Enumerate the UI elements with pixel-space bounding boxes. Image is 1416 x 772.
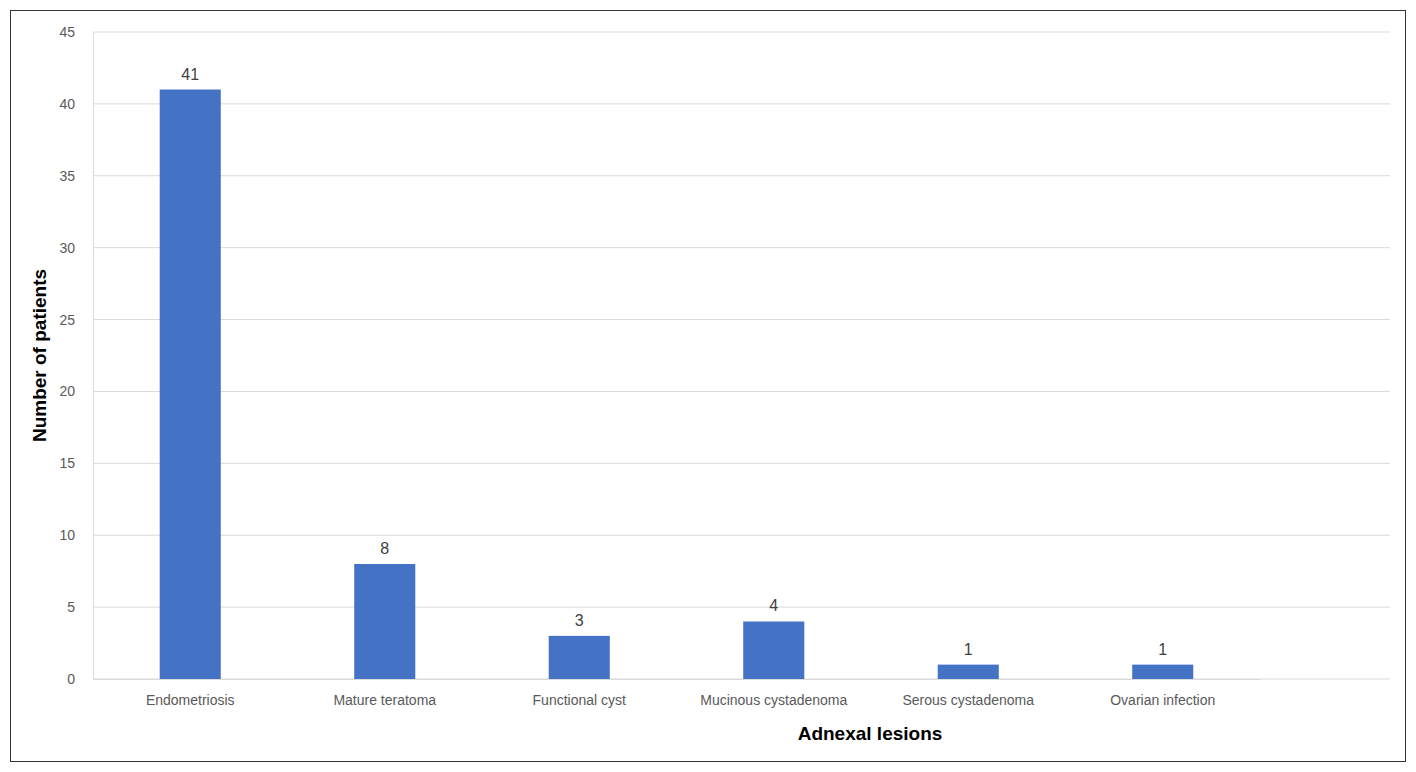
y-tick-label: 10: [59, 527, 75, 543]
data-label: 1: [1158, 641, 1167, 658]
y-tick-label: 0: [67, 671, 75, 687]
data-label: 41: [181, 66, 199, 83]
y-tick: 45: [59, 24, 93, 40]
y-tick-label: 25: [59, 312, 75, 328]
bar: [743, 621, 804, 679]
x-tick-label: Mucinous cystadenoma: [700, 692, 847, 708]
y-axis: 0 5 10 15 20 25 30 35 40 45: [59, 24, 93, 687]
data-labels: 4183411: [181, 66, 1167, 658]
grid-line: [93, 32, 1390, 33]
y-tick-label: 35: [59, 168, 75, 184]
y-tick-label: 20: [59, 383, 75, 399]
data-label: 8: [380, 540, 389, 557]
x-tick: Ovarian infection: [1110, 679, 1215, 708]
y-tick-label: 30: [59, 240, 75, 256]
x-tick: Mucinous cystadenoma: [700, 679, 847, 708]
x-tick-label: Serous cystadenoma: [902, 692, 1034, 708]
y-tick: 0: [67, 671, 93, 687]
y-tick-label: 15: [59, 455, 75, 471]
x-tick: Serous cystadenoma: [902, 679, 1034, 708]
grid-line: [93, 463, 1390, 464]
grid-line: [93, 247, 1390, 248]
bar: [549, 636, 610, 679]
data-label: 1: [964, 641, 973, 658]
grid-line: [93, 679, 1390, 680]
y-tick: 25: [59, 312, 93, 328]
bar: [938, 665, 999, 679]
x-axis: Endometriosis Mature teratoma Functional c…: [94, 679, 1261, 708]
bar: [160, 90, 221, 679]
y-tick: 35: [59, 168, 93, 184]
y-tick-label: 45: [59, 24, 75, 40]
grid-line: [93, 391, 1390, 392]
y-tick-label: 5: [67, 599, 75, 615]
y-tick-label: 40: [59, 96, 75, 112]
chart: 0 5 10 15 20 25 30 35 40 45 Endometriosis Mature te…: [0, 0, 1416, 772]
data-label: 3: [575, 612, 584, 629]
y-tick: 15: [59, 455, 93, 471]
y-tick: 30: [59, 240, 93, 256]
bars: [160, 90, 1194, 679]
bar: [1132, 665, 1193, 679]
x-tick-label: Endometriosis: [146, 692, 235, 708]
y-tick: 5: [67, 599, 93, 615]
x-tick-label: Ovarian infection: [1110, 692, 1215, 708]
y-tick: 10: [59, 527, 93, 543]
y-axis-title: Number of patients: [29, 269, 50, 442]
x-tick-label: Mature teratoma: [333, 692, 436, 708]
grid-line: [93, 535, 1390, 536]
y-tick: 20: [59, 383, 93, 399]
x-tick-label: Functional cyst: [533, 692, 626, 708]
grid-line: [93, 175, 1390, 176]
grid-line: [93, 319, 1390, 320]
x-axis-line: [94, 679, 1261, 680]
y-tick: 40: [59, 96, 93, 112]
x-axis-title: Adnexal lesions: [798, 723, 943, 744]
grid: [93, 32, 1390, 679]
x-tick: Mature teratoma: [333, 679, 436, 708]
grid-line: [93, 103, 1390, 104]
grid-line: [93, 607, 1390, 608]
x-tick: Functional cyst: [533, 679, 626, 708]
bar: [354, 564, 415, 679]
x-tick: Endometriosis: [146, 679, 235, 708]
y-axis-line: [93, 33, 94, 680]
data-label: 4: [769, 597, 778, 614]
frame: [11, 11, 1406, 762]
